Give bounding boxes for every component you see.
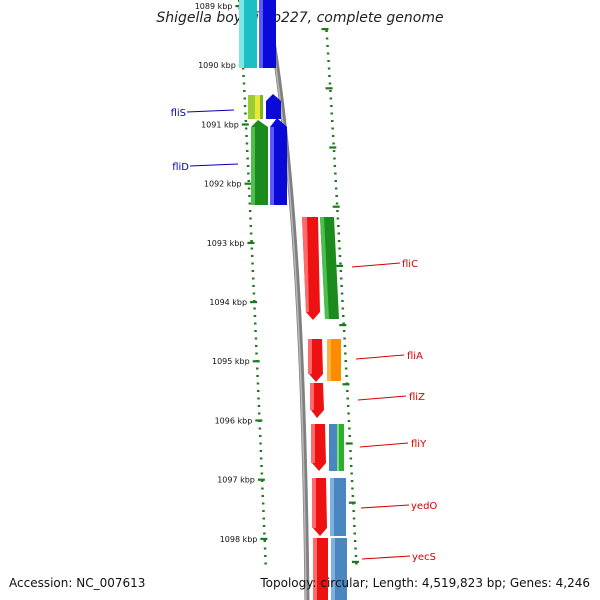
outer-tick [321, 28, 329, 31]
kbp-tick-label: 1089 kbp [195, 2, 233, 11]
kbp-tick-label: 1094 kbp [209, 298, 247, 307]
kbp-tick-label: 1097 kbp [217, 476, 255, 485]
kbp-tick [244, 182, 252, 185]
map-title: Shigella boydii Sb227, complete genome [156, 10, 444, 26]
gene-blocks-forward [302, 217, 347, 600]
outer-tick [348, 501, 356, 504]
gene-leader-line [355, 354, 405, 360]
gene-label-fliY[interactable]: fliY [411, 439, 427, 450]
kbp-tick [255, 419, 263, 422]
gene-leader-line [186, 109, 235, 113]
gene-label-fliA[interactable]: fliA [407, 351, 423, 362]
outer-tick [325, 87, 333, 90]
gene-leader-line [360, 504, 410, 509]
kbp-tick-label: 1095 kbp [212, 357, 250, 366]
gene-leader-line [361, 555, 411, 560]
gene-blocks-reverse [239, 0, 287, 205]
outer-tick [336, 264, 344, 267]
genome-backbone [263, 0, 310, 600]
kbp-tick-label: 1090 kbp [198, 61, 236, 70]
kbp-ticks: 1089 kbp 1090 kbp 1091 kbp 1092 kbp 1093 kbp… [195, 2, 359, 563]
gene-block-blue-top [259, 0, 276, 68]
genome-summary-text: Topology: circular; Length: 4,519,823 bp… [260, 576, 590, 590]
gene-block-green-fliY [337, 424, 344, 471]
gene-label-fliC[interactable]: fliC [402, 259, 418, 270]
outer-tick [339, 324, 347, 327]
kbp-tick [260, 537, 268, 540]
kbp-tick-label: 1096 kbp [215, 416, 253, 425]
gene-arrow-blue-fliS [266, 94, 281, 119]
gene-label-fliS[interactable]: fliS [171, 108, 186, 119]
position-dotted-rings [238, 0, 358, 565]
kbp-tick [241, 123, 249, 126]
accession-text: Accession: NC_007613 [9, 576, 146, 590]
kbp-tick-label: 1092 kbp [204, 180, 242, 189]
outer-tick [329, 146, 337, 149]
gene-leader-line [351, 262, 401, 268]
gene-leader-line [357, 395, 407, 401]
outer-tick [332, 205, 340, 208]
kbp-tick [252, 360, 260, 363]
gene-arrow-green-fliD [251, 120, 268, 205]
gene-label-fliZ[interactable]: fliZ [409, 392, 425, 403]
gene-label-yecS[interactable]: yecS [412, 552, 436, 563]
kbp-tick [235, 5, 243, 8]
gene-label-yedO[interactable]: yedO [411, 501, 437, 512]
outer-tick [351, 560, 359, 563]
gene-label-fliD[interactable]: fliD [172, 162, 189, 173]
gene-labels: fliS fliD fliC fliA fliZ fliY yedO yecS [171, 108, 438, 563]
kbp-tick-label: 1091 kbp [201, 120, 239, 129]
kbp-tick-label: 1093 kbp [207, 239, 245, 248]
outer-tick [342, 383, 350, 386]
outer-tick [345, 442, 353, 445]
kbp-tick [250, 301, 258, 304]
kbp-tick [257, 478, 265, 481]
gene-arrow-blue-fliD [270, 118, 287, 205]
kbp-tick [247, 241, 255, 244]
gene-leader-line [359, 442, 409, 448]
gene-leader-line [189, 163, 239, 167]
kbp-tick-label: 1098 kbp [220, 535, 258, 544]
gene-block-yellowgreen [248, 95, 255, 119]
gene-block-steelblue-fliY [329, 424, 338, 471]
